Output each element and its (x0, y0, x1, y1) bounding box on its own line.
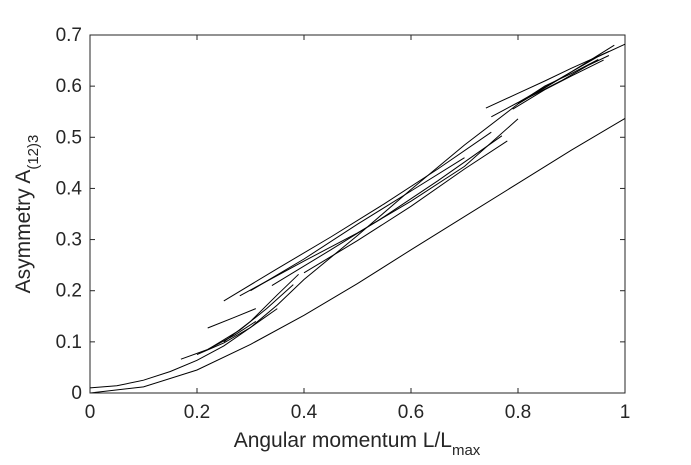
series-line-2 (89, 43, 626, 389)
series-line-7 (207, 308, 256, 329)
x-axis-label-subscript: max (452, 442, 481, 459)
y-tick-label: 0 (71, 383, 82, 404)
x-axis: 0 0.2 0.4 0.6 0.8 1 (85, 35, 631, 423)
series-line-13 (485, 50, 610, 109)
series-line-6 (223, 273, 299, 343)
y-tick-label: 0.3 (56, 230, 82, 251)
series-line-3 (180, 320, 257, 360)
x-tick-label: 0.6 (398, 402, 424, 423)
y-axis-label-subscript: (12)3 (25, 135, 42, 170)
series-line-17 (528, 55, 610, 98)
x-tick-label: 0.4 (291, 402, 318, 423)
x-tick-label: 1 (620, 402, 631, 423)
y-axis: 0 0.1 0.2 0.3 0.4 0.5 0.6 0.7 (56, 25, 625, 404)
y-tick-label: 0.4 (56, 178, 83, 199)
series-line-11 (271, 135, 503, 287)
y-tick-label: 0.5 (56, 127, 82, 148)
x-axis-label: Angular momentum L/Lmax (234, 429, 481, 459)
x-tick-label: 0.8 (505, 402, 531, 423)
x-tick-label: 0.2 (184, 402, 210, 423)
series-line-14 (491, 44, 615, 118)
series-line-16 (517, 59, 599, 104)
y-tick-label: 0.6 (56, 76, 82, 97)
y-tick-label: 0.2 (56, 281, 82, 302)
x-tick-label: 0 (85, 402, 96, 423)
series-line-10 (250, 157, 465, 292)
series-line-12 (303, 140, 508, 274)
series-line-4 (196, 308, 278, 356)
series-line-1 (89, 117, 626, 394)
y-axis-label-main: Asymmetry A (12, 170, 35, 294)
y-tick-label: 0.1 (56, 332, 82, 353)
y-axis-label: Asymmetry A(12)3 (12, 135, 42, 294)
series-line-8 (223, 131, 492, 302)
y-tick-label: 0.7 (56, 25, 82, 46)
series-lines (89, 43, 626, 394)
x-axis-label-main: Angular momentum L/L (234, 429, 452, 452)
